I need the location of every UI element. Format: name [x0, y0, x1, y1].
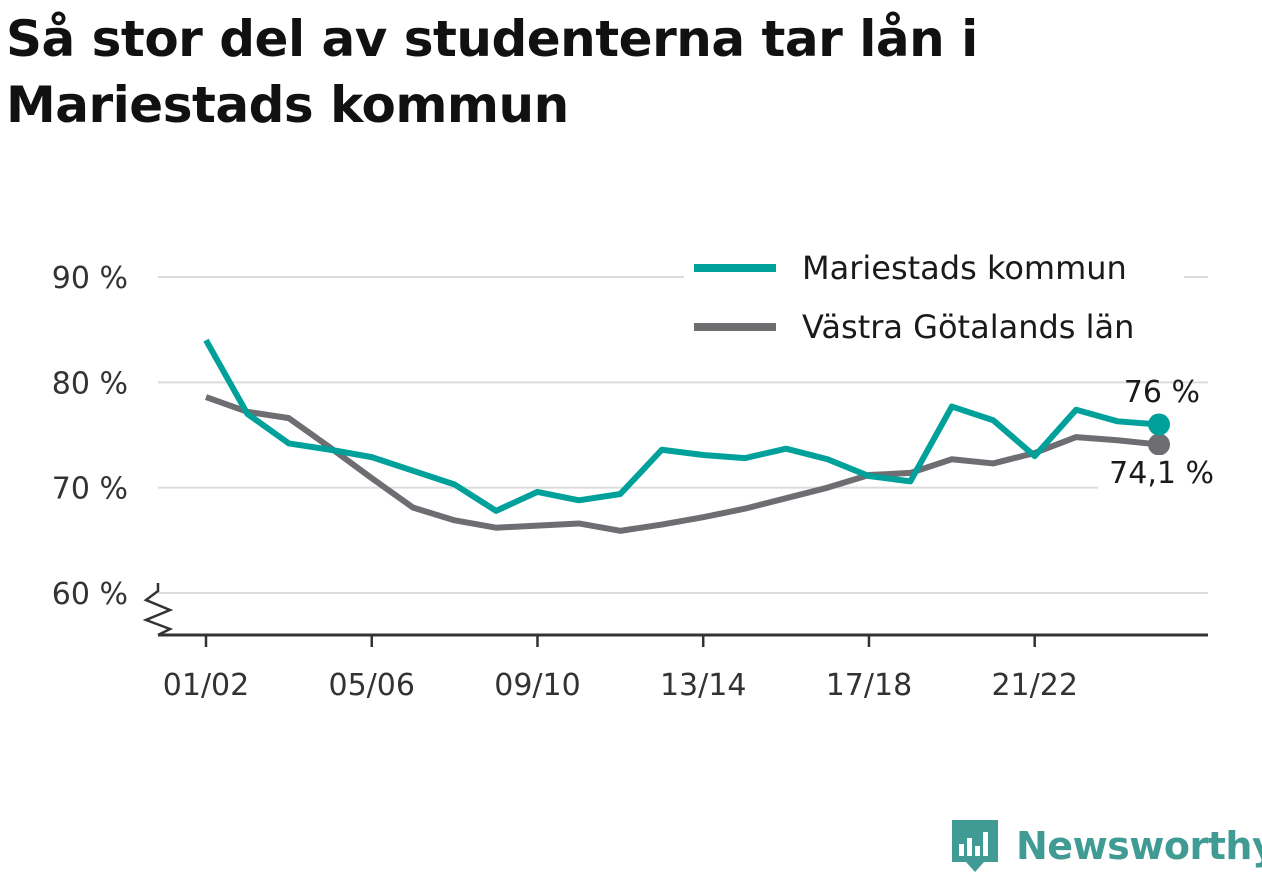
newsworthy-logo-icon [952, 820, 998, 872]
legend-background [684, 243, 1184, 351]
legend-label: Mariestads kommun [802, 249, 1127, 287]
y-tick-label: 60 % [52, 577, 128, 612]
end-label: 76 % [1124, 375, 1200, 410]
x-tick-label: 09/10 [494, 668, 580, 703]
series-lines [203, 338, 1170, 534]
y-tick-label: 90 % [52, 261, 128, 296]
y-tick-label: 70 % [52, 472, 128, 507]
y-axis-break [142, 583, 174, 637]
y-tick-label: 80 % [52, 366, 128, 401]
legend-label: Västra Götalands län [802, 308, 1134, 346]
end-label-background [1098, 455, 1216, 491]
brand: Newsworthy [950, 818, 1262, 874]
x-tick-label: 13/14 [660, 668, 746, 703]
series-line [203, 338, 1160, 514]
x-tick-label: 21/22 [991, 668, 1077, 703]
end-point [1148, 433, 1170, 456]
series-line [204, 394, 1160, 534]
brand-name: Newsworthy [1016, 824, 1262, 868]
axes [142, 583, 1208, 647]
x-tick-label: 01/02 [163, 668, 249, 703]
end-point [1148, 413, 1170, 436]
x-tick-label: 05/06 [329, 668, 415, 703]
end-label: 74,1 % [1109, 456, 1214, 491]
labels: 60 % 70 % 80 % 90 % 01/02 05/06 09/10 13/14 17/1… [52, 261, 1216, 703]
legend: Mariestads kommun Västra Götalands län [684, 243, 1184, 351]
chart-title: Så stor del av studenterna tar lån i Mar… [6, 10, 978, 134]
x-tick-label: 17/18 [826, 668, 912, 703]
